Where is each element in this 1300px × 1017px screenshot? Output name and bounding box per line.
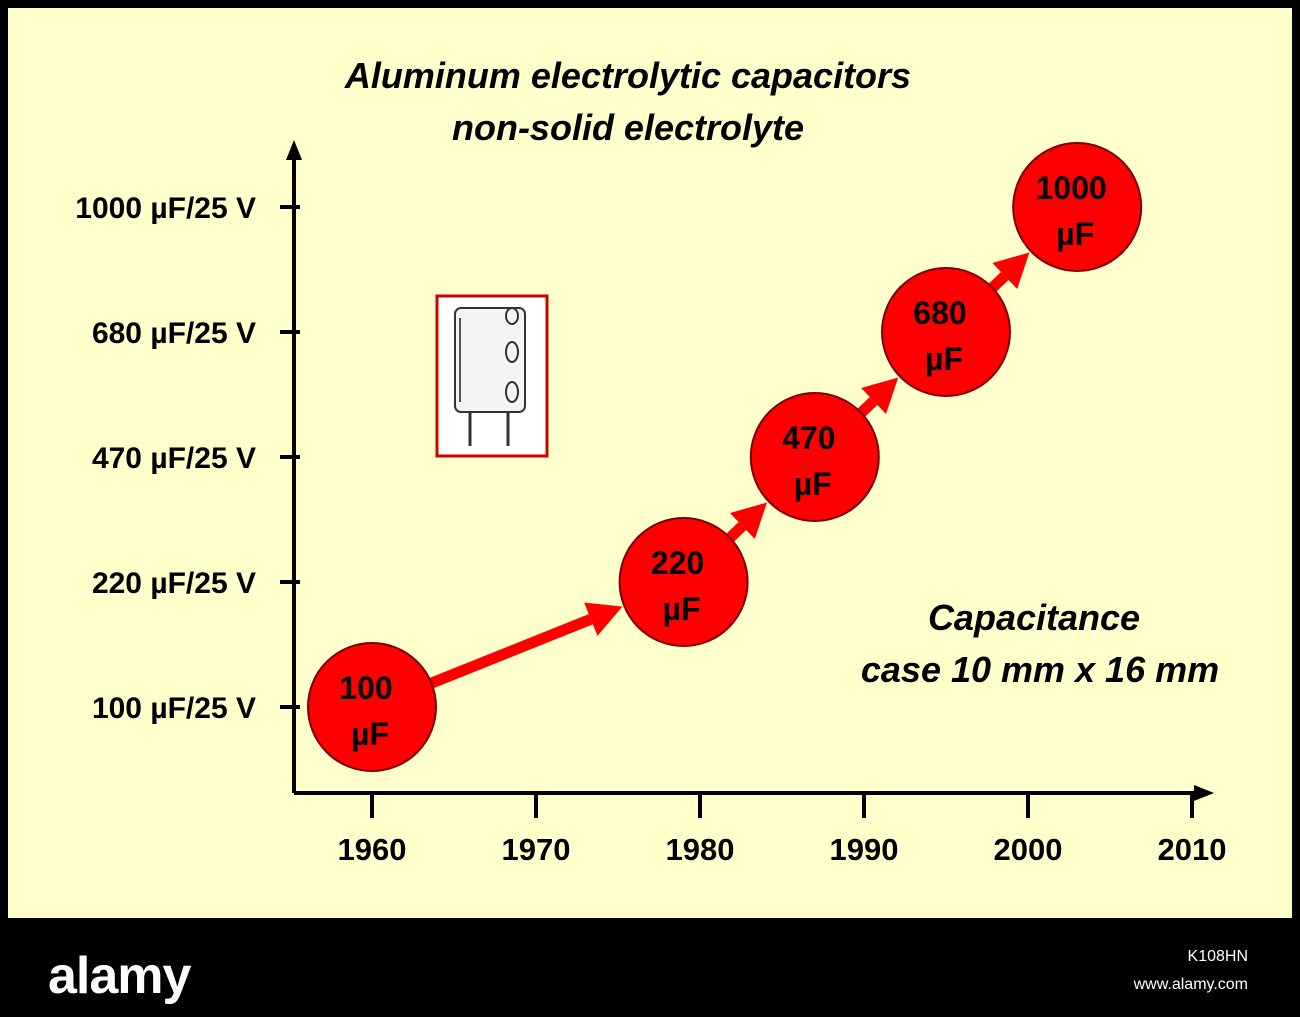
data-label-unit: µF <box>794 466 832 502</box>
x-tick-group: 1960 1970 1980 1990 2000 2010 <box>338 793 1227 867</box>
x-tick-label: 1990 <box>830 832 899 867</box>
trend-arrow-head <box>584 602 623 636</box>
data-label-value: 100 <box>339 670 392 706</box>
data-label-unit: µF <box>663 591 701 627</box>
brand-logo: alamy <box>48 947 191 1005</box>
data-label-unit: µF <box>351 716 389 752</box>
data-label-value: 680 <box>913 295 966 331</box>
y-tick-label: 470 µF/25 V <box>92 442 256 475</box>
trend-arrow-head <box>729 502 768 540</box>
x-tick-label: 2000 <box>994 832 1063 867</box>
capacitor-icon <box>435 294 549 458</box>
chart-axes <box>286 140 1214 801</box>
data-point-marker <box>307 642 437 772</box>
data-label-value: 220 <box>651 545 704 581</box>
data-point-marker <box>1012 142 1143 272</box>
x-axis-arrowhead <box>1194 785 1214 801</box>
annotation-capacitance: Capacitance <box>928 597 1140 638</box>
image-id-text: K108HN <box>1187 948 1248 965</box>
y-tick-label: 220 µF/25 V <box>92 567 256 600</box>
y-tick-label: 680 µF/25 V <box>92 317 256 350</box>
chart-slide: Aluminum electrolytic capacitors non-sol… <box>4 4 1296 922</box>
data-label-unit: µF <box>1056 216 1094 252</box>
site-url: www.alamy.com <box>1133 976 1248 993</box>
data-point-marker <box>881 267 1011 397</box>
chart-subtitle: non-solid electrolyte <box>452 107 804 148</box>
data-point-marker <box>749 392 880 522</box>
data-label-value: 1000 <box>1036 170 1107 206</box>
y-tick-label: 100 µF/25 V <box>92 692 256 725</box>
data-point-marker <box>618 517 749 647</box>
x-tick-label: 1980 <box>666 832 735 867</box>
annotation-case-size: case 10 mm x 16 mm <box>861 649 1219 690</box>
y-tick-group: 100 µF/25 V 220 µF/25 V 470 µF/25 V 680 µF/… <box>75 192 300 725</box>
x-tick-label: 1970 <box>502 832 571 867</box>
x-tick-label: 2010 <box>1158 832 1227 867</box>
chart-canvas: Aluminum electrolytic capacitors non-sol… <box>4 4 1296 922</box>
data-label-unit: µF <box>925 341 963 377</box>
trend-arrow-head <box>861 377 899 415</box>
trend-arrow-shaft <box>425 614 593 690</box>
data-label-value: 470 <box>782 420 835 456</box>
footer-bar: alamy K108HN www.alamy.com <box>0 928 1300 1017</box>
chart-title: Aluminum electrolytic capacitors <box>344 55 911 96</box>
data-point-group: 100 µF 220 µF 470 µF 680 µF 1000 µF <box>307 142 1143 772</box>
trend-arrow-head <box>992 252 1030 290</box>
x-tick-label: 1960 <box>338 832 407 867</box>
y-tick-label: 1000 µF/25 V <box>75 192 256 225</box>
y-axis-arrowhead <box>286 140 302 160</box>
